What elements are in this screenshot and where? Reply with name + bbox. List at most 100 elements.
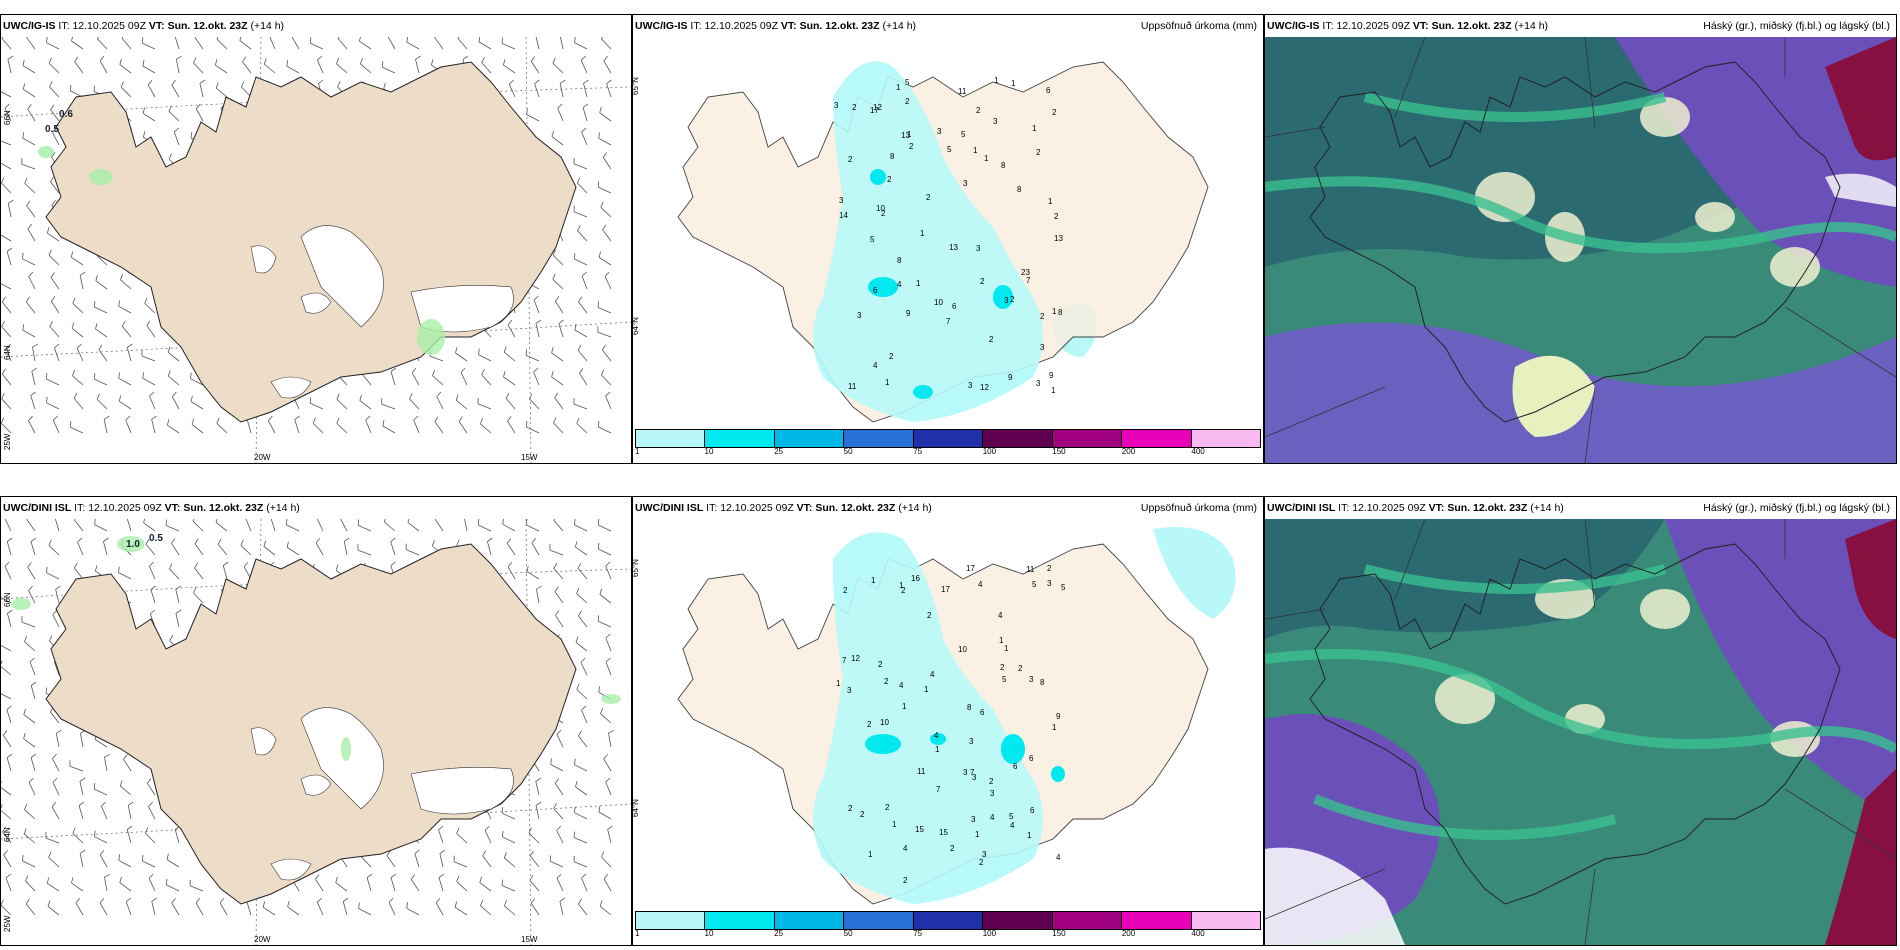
wind-barb-flag [127,343,133,348]
wind-barb [453,861,468,868]
precip-value-label: 4 [934,731,939,740]
wind-barb [386,855,396,868]
wind-barb-flag [121,320,126,327]
colorbar-label: 100 [982,929,997,938]
wind-barb-flag [95,274,98,281]
wind-barb [554,397,564,410]
wind-barb-flag [149,561,155,567]
wind-barb-flag [455,347,458,354]
precip-value-label: 7 [1026,276,1031,285]
wind-barb [50,301,60,314]
wind-barb [47,905,60,916]
wind-barb [52,782,60,796]
wind-barb-flag [25,898,30,905]
wind-barb [171,902,180,916]
wind-barb-flag [71,37,73,42]
wind-barb-flag [48,57,53,64]
wind-barb [455,352,468,362]
wind-barb-flag [147,79,153,86]
wind-barb [69,765,84,772]
colorbar-swatch [1122,430,1192,447]
colorbar-label: 200 [1121,929,1136,938]
wind-barb-flag [438,825,444,831]
wind-barb-flag [53,415,58,421]
wind-panel-bottom: UWC/DINI ISL IT: 12.10.2025 09Z VT: Sun.… [0,496,632,946]
cloud-panel-bottom: UWC/DINI ISL IT: 12.10.2025 09Z VT: Sun.… [1264,496,1897,946]
wind-barb [94,306,108,314]
wind-barb-flag [360,58,363,64]
panel-title: UWC/DINI ISL IT: 12.10.2025 09Z VT: Sun.… [635,502,932,514]
wind-barb [409,398,420,410]
precip-value-label: 2 [901,586,906,595]
wind-barb [239,40,252,50]
wind-barb [270,519,276,532]
wind-barb [96,398,108,410]
wind-barb-flag [503,371,506,378]
wind-barb [506,543,516,556]
wind-barb-flag [580,55,586,61]
wind-barb [384,521,396,532]
wind-barb [599,905,612,916]
wind-barb-flag [1,37,4,39]
gust-label-1: 1.0 [126,539,140,550]
wind-barb [456,881,468,892]
wind-barb-flag [529,850,534,857]
wind-barb [382,66,396,74]
wind-barb-flag [576,177,581,184]
precip-value-label: 1 [896,83,901,92]
wind-barb [79,853,84,868]
wind-barb-flag [78,801,85,806]
wind-barb [608,733,612,748]
wind-barb [554,301,564,314]
precip-value-label: 3 [1047,579,1052,588]
wind-barb-flag [507,416,512,422]
wind-barb-flag [603,754,608,760]
wind-barb [195,108,204,122]
wind-barb-flag [99,56,105,62]
wind-barb-flag [79,849,86,854]
wind-barb [550,764,564,772]
precip-value-label: 5 [1032,580,1037,589]
wind-barb [342,901,348,916]
wind-barb-flag [605,633,611,639]
wind-barb-flag [4,103,10,109]
wind-barb-flag [530,56,536,62]
wind-barb [25,903,36,916]
precip-value-label: 2 [889,352,894,361]
wind-barb-flag [415,55,421,60]
wind-barb-flag [578,898,582,905]
wind-barb-flag [556,873,562,879]
wind-barb [602,229,612,242]
wind-barb [23,714,36,724]
precip-value-label: 1 [1048,197,1053,206]
precip-value-label: 10 [876,204,885,213]
wind-barb [598,524,612,532]
wind-barb-flag [554,586,559,592]
wind-barb [312,422,324,434]
colorbar-label: 150 [1052,447,1066,456]
wind-barb-flag [48,635,53,642]
wind-barb [549,549,564,556]
wind-barb [262,907,276,916]
wind-barb-flag [169,563,173,569]
wind-barb [103,419,108,434]
colorbar-swatch [1122,912,1192,929]
wind-barb [477,403,492,410]
wind-barb-flag [52,777,58,783]
wind-barb-flag [337,37,340,39]
wind-barb [507,324,516,338]
wind-barb-flag [141,37,144,44]
wind-barb-flag [28,777,34,783]
wind-barb [482,855,492,868]
wind-barb-flag [46,396,48,403]
wind-barb [50,181,60,194]
wind-barb [605,565,612,580]
wind-barb-flag [294,415,300,421]
wind-barb-flag [46,37,48,43]
wind-barb [79,781,84,796]
precip-value-label: 23 [1021,268,1030,277]
wind-barb-flag [28,271,34,277]
wind-barb [55,733,60,748]
wind-barb [1,234,12,242]
wind-barb-flag [602,152,608,158]
